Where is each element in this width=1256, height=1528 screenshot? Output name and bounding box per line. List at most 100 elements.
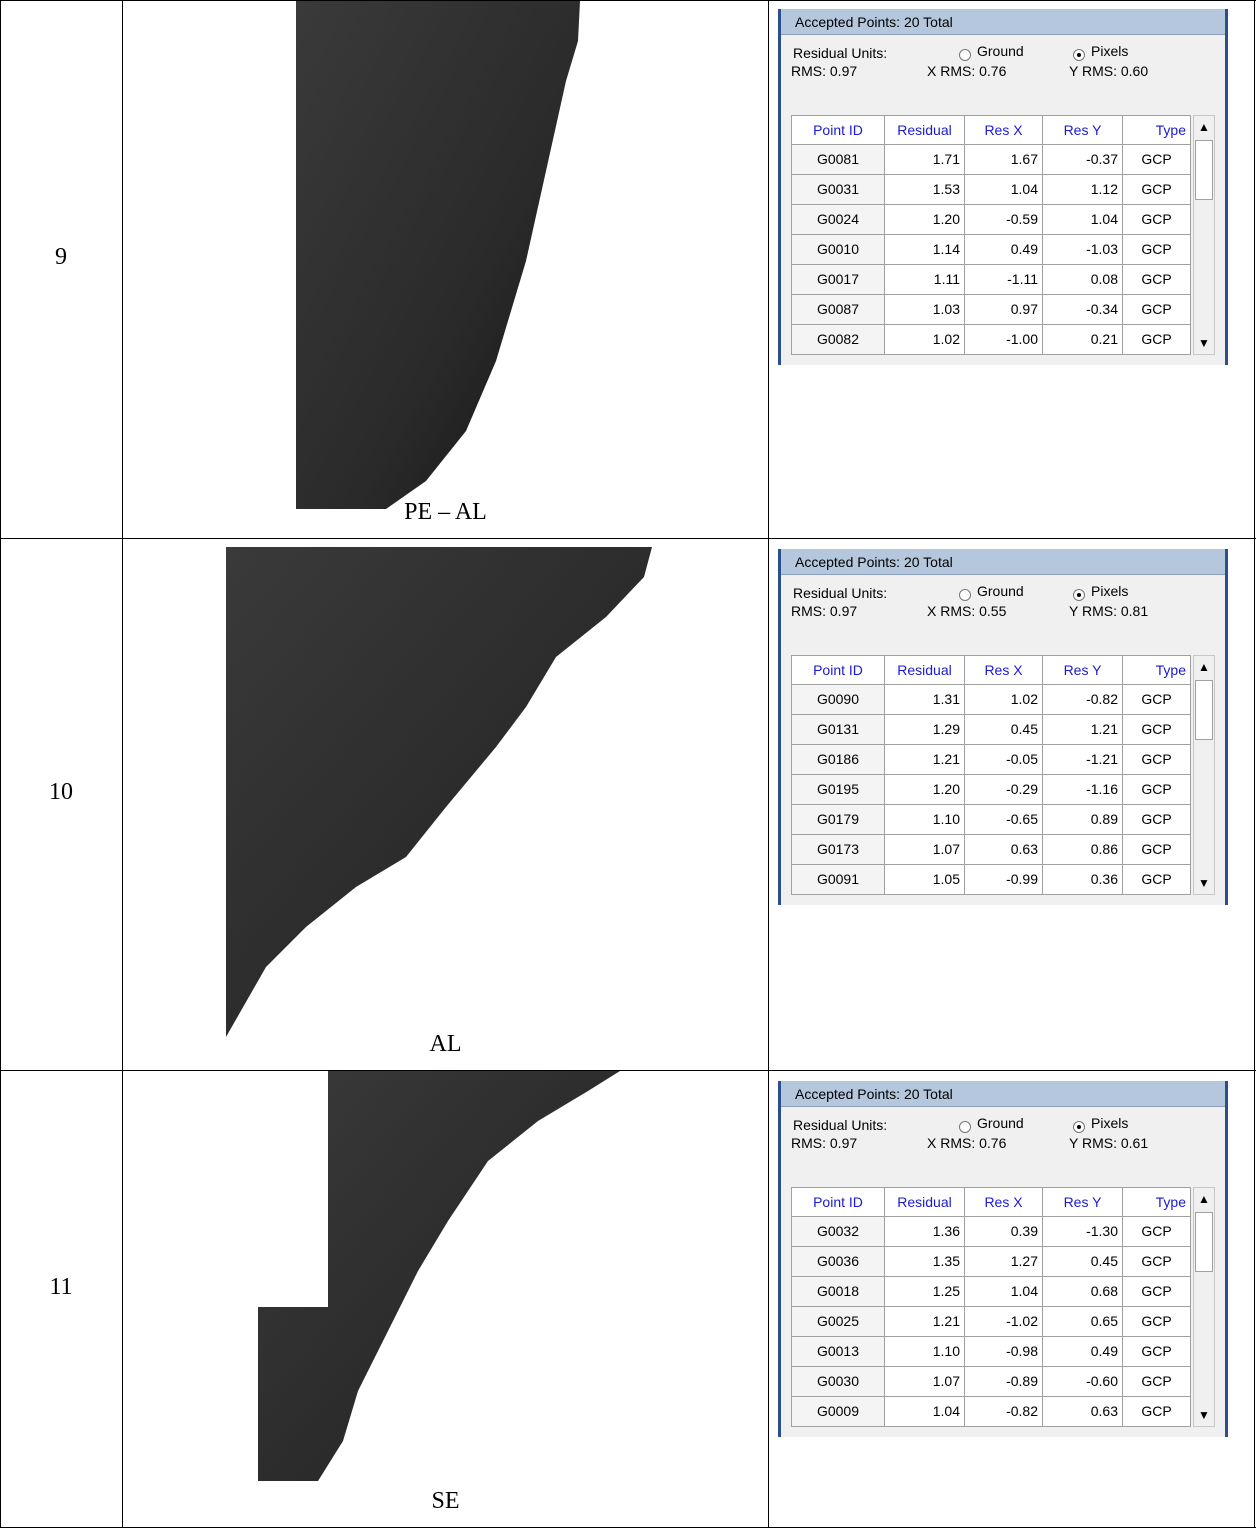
scrollbar: ▲ ▼ (1193, 115, 1215, 355)
grid-cell: GCP (1123, 265, 1191, 295)
grid-cell: -1.21 (1043, 745, 1123, 775)
grid-cell: GCP (1123, 1367, 1191, 1397)
grid-cell: -0.99 (965, 865, 1043, 895)
point-id: G0173 (791, 835, 885, 865)
point-id: G0195 (791, 775, 885, 805)
point-id: G0030 (791, 1367, 885, 1397)
grid-cell: 0.45 (1043, 1247, 1123, 1277)
point-id: G0025 (791, 1307, 885, 1337)
grid-cell: 1.14 (885, 235, 965, 265)
grid-cell: 1.03 (885, 295, 965, 325)
grid-cell: -0.05 (965, 745, 1043, 775)
table-row: 9 PE – AL Accepted Points: 20 Total Residua… (0, 0, 1256, 539)
grid-cell: GCP (1123, 175, 1191, 205)
gcp-grid: Point ID Residual Res X Res Y Type G0032 1.36 0… (781, 1187, 1227, 1437)
grid-cell: -0.59 (965, 205, 1043, 235)
gcp-grid: Point ID Residual Res X Res Y Type G0090 1.31 1… (781, 655, 1227, 905)
grid-cell: 0.45 (965, 715, 1043, 745)
point-id: G0032 (791, 1217, 885, 1247)
point-id: G0013 (791, 1337, 885, 1367)
panel-title: Accepted Points: 20 Total (781, 549, 1225, 575)
point-id: G0087 (791, 295, 885, 325)
radio-button (1073, 49, 1085, 61)
grid-cell: 1.04 (885, 1397, 965, 1427)
grid-cell: 1.07 (885, 835, 965, 865)
grid-cell: 0.36 (1043, 865, 1123, 895)
rms: RMS: 0.97 (791, 603, 858, 619)
point-id: G0017 (791, 265, 885, 295)
cell-border (768, 1, 769, 538)
grid-cell: -0.89 (965, 1367, 1043, 1397)
grid-cell: GCP (1123, 865, 1191, 895)
grid-cell: -0.98 (965, 1337, 1043, 1367)
grid-cell: 1.31 (885, 685, 965, 715)
grid-cell: 1.02 (885, 325, 965, 355)
cell-border (122, 1, 123, 538)
grid-cell: 1.67 (965, 145, 1043, 175)
grid-cell: 1.21 (885, 745, 965, 775)
grid-cell: -0.60 (1043, 1367, 1123, 1397)
grid-cell: GCP (1123, 1307, 1191, 1337)
grid-cell: 1.71 (885, 145, 965, 175)
grid-cell: 0.63 (965, 835, 1043, 865)
grid-cell: -1.03 (1043, 235, 1123, 265)
point-id: G0036 (791, 1247, 885, 1277)
grid-cell: 1.04 (965, 1277, 1043, 1307)
gcp-panel: Accepted Points: 20 Total Residual Units:… (778, 9, 1228, 365)
grid-cell: 0.39 (965, 1217, 1043, 1247)
radio-label: Pixels (1091, 583, 1129, 599)
scroll-up: ▲ (1198, 660, 1210, 674)
column-header: Type (1123, 655, 1191, 685)
image-label: PE – AL (404, 499, 487, 525)
grid-cell: 1.02 (965, 685, 1043, 715)
grid-cell: 1.20 (885, 205, 965, 235)
radio-dot (1077, 593, 1081, 597)
point-id: G0018 (791, 1277, 885, 1307)
grid-cell: GCP (1123, 1217, 1191, 1247)
image-label: SE (431, 1488, 460, 1514)
grid-cell: GCP (1123, 715, 1191, 745)
grid-cell: 1.36 (885, 1217, 965, 1247)
grid-cell: GCP (1123, 295, 1191, 325)
grid-cell: GCP (1123, 805, 1191, 835)
image-area (296, 1, 580, 509)
scroll-down: ▼ (1198, 876, 1210, 890)
grid-cell: 1.25 (885, 1277, 965, 1307)
grid-cell: -1.30 (1043, 1217, 1123, 1247)
satellite-image (258, 1071, 620, 1481)
grid-cell: GCP (1123, 325, 1191, 355)
cell-border (122, 1071, 123, 1527)
y-rms: Y RMS: 0.81 (1069, 603, 1149, 619)
grid-cell: 0.49 (1043, 1337, 1123, 1367)
rms: RMS: 0.97 (791, 63, 858, 79)
gcp-grid: Point ID Residual Res X Res Y Type G0081 1.71 1… (781, 115, 1227, 365)
grid-cell: 1.21 (885, 1307, 965, 1337)
row-number: 11 (49, 1273, 73, 1300)
column-header: Res Y (1043, 115, 1123, 145)
row-number: 10 (49, 779, 73, 805)
point-id: G0009 (791, 1397, 885, 1427)
point-id: G0010 (791, 235, 885, 265)
cell-border (1254, 1071, 1255, 1527)
grid-cell: -1.11 (965, 265, 1043, 295)
panel-title: Accepted Points: 20 Total (781, 9, 1225, 35)
scroll-thumb (1195, 140, 1213, 200)
x-rms: X RMS: 0.76 (927, 1135, 1007, 1151)
grid-cell: 0.86 (1043, 835, 1123, 865)
grid-cell: -0.65 (965, 805, 1043, 835)
grid-cell: GCP (1123, 835, 1191, 865)
scroll-thumb (1195, 1212, 1213, 1272)
grid-cell: GCP (1123, 235, 1191, 265)
image-area (226, 547, 652, 1037)
grid-cell: GCP (1123, 145, 1191, 175)
grid-cell: 1.12 (1043, 175, 1123, 205)
grid-cell: -1.00 (965, 325, 1043, 355)
grid-cell: -0.29 (965, 775, 1043, 805)
grid-cell: -0.82 (1043, 685, 1123, 715)
grid-cell: 1.53 (885, 175, 965, 205)
point-id: G0091 (791, 865, 885, 895)
radio-button (1073, 1121, 1085, 1133)
cell-border (122, 539, 123, 1070)
cell-border (0, 1071, 1, 1527)
grid-cell: -1.16 (1043, 775, 1123, 805)
